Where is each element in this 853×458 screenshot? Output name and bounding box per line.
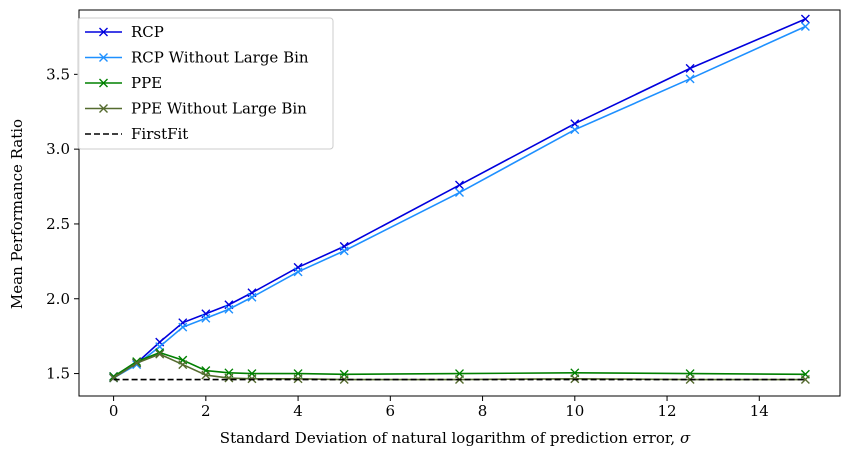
data-point-marker <box>201 313 211 323</box>
legend-entry-label: RCP <box>131 23 164 41</box>
data-point-marker <box>224 304 234 314</box>
y-tick-label: 2.5 <box>46 215 70 233</box>
x-tick-label: 0 <box>109 402 119 420</box>
x-tick-label: 4 <box>293 402 303 420</box>
x-tick-label: 8 <box>478 402 488 420</box>
x-tick-label: 6 <box>386 402 396 420</box>
legend-entry-label: PPE <box>131 74 162 92</box>
data-point-marker <box>570 125 580 135</box>
data-point-marker <box>178 322 188 332</box>
legend-entry-label: FirstFit <box>131 125 188 143</box>
y-axis-label: Mean Performance Ratio <box>8 119 26 309</box>
legend-marker <box>99 104 108 113</box>
legend-marker <box>99 27 108 37</box>
data-point-marker <box>224 373 234 383</box>
y-tick-label: 3.0 <box>46 140 70 158</box>
y-tick-label: 1.5 <box>46 365 70 383</box>
data-point-marker <box>685 63 695 73</box>
data-point-marker <box>178 360 188 370</box>
x-tick-label: 2 <box>201 402 211 420</box>
data-point-marker <box>201 370 211 380</box>
legend-box <box>77 17 334 150</box>
data-point-marker <box>455 180 464 190</box>
legend-marker <box>99 78 108 88</box>
data-point-marker <box>685 74 695 84</box>
plot-area <box>109 14 810 385</box>
data-point-marker <box>293 267 303 277</box>
legend-marker <box>99 53 108 62</box>
data-point-marker <box>109 373 119 383</box>
x-tick-label: 10 <box>565 402 584 420</box>
x-tick-label: 12 <box>657 402 676 420</box>
y-tick-label: 2.0 <box>46 290 70 308</box>
series-line-3 <box>113 353 806 381</box>
legend: RCP RCP Without Large Bin PPE PPE Without L… <box>77 17 334 150</box>
x-tick-label: 14 <box>750 402 769 420</box>
data-point-marker <box>800 14 810 24</box>
sigma-symbol: σ <box>680 429 691 447</box>
data-point-marker <box>800 375 810 385</box>
x-axis: 0 2 4 6 8 10 12 14 <box>109 396 769 420</box>
data-point-marker <box>132 358 142 368</box>
legend-entry-label: PPE Without Large Bin <box>131 100 307 118</box>
data-point-marker <box>339 246 349 256</box>
data-point-marker <box>455 188 464 198</box>
legend-entry-label: RCP Without Large Bin <box>131 49 309 67</box>
x-axis-label: Standard Deviation of natural logarithm … <box>220 429 691 447</box>
axes-frame <box>78 9 841 397</box>
data-point-marker <box>155 349 165 359</box>
data-point-marker <box>800 21 810 31</box>
y-tick-label: 3.5 <box>46 65 70 83</box>
y-axis: 1.5 2.0 2.5 3.0 3.5 <box>46 65 79 383</box>
data-point-marker <box>247 292 257 302</box>
